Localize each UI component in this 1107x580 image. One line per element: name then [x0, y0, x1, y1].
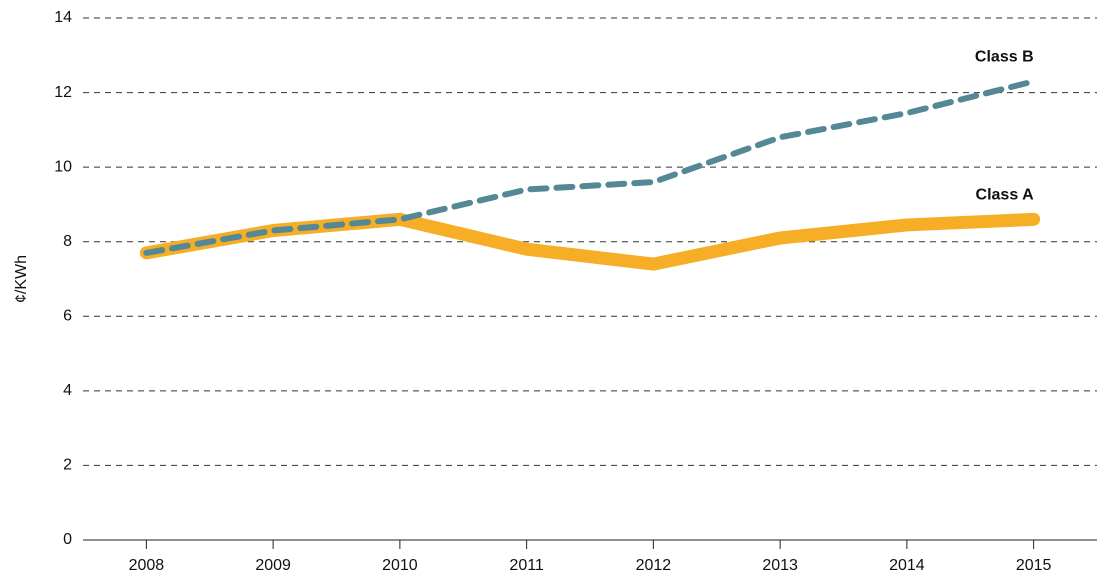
series-line [139, 212, 1041, 271]
y-tick-label: 14 [54, 9, 72, 26]
x-tick-label: 2014 [889, 557, 925, 574]
y-axis-label: ¢/KWh [13, 255, 30, 303]
x-tick-label: 2015 [1016, 557, 1052, 574]
y-tick-label: 12 [54, 84, 72, 101]
series-label: Class B [975, 49, 1034, 66]
series-line [143, 78, 1037, 256]
y-tick-label: 4 [63, 382, 72, 399]
y-tick-label: 10 [54, 158, 72, 175]
x-tick-label: 2011 [509, 557, 544, 574]
x-tick-label: 2013 [762, 557, 798, 574]
y-tick-label: 8 [63, 233, 72, 250]
x-tick-label: 2012 [636, 557, 672, 574]
y-tick-label: 6 [63, 308, 72, 325]
series-label: Class A [976, 187, 1035, 204]
x-tick-label: 2010 [382, 557, 418, 574]
y-tick-label: 0 [63, 531, 72, 548]
x-tick-label: 2008 [129, 557, 165, 574]
x-tick-label: 2009 [255, 557, 291, 574]
y-tick-label: 2 [63, 457, 72, 474]
